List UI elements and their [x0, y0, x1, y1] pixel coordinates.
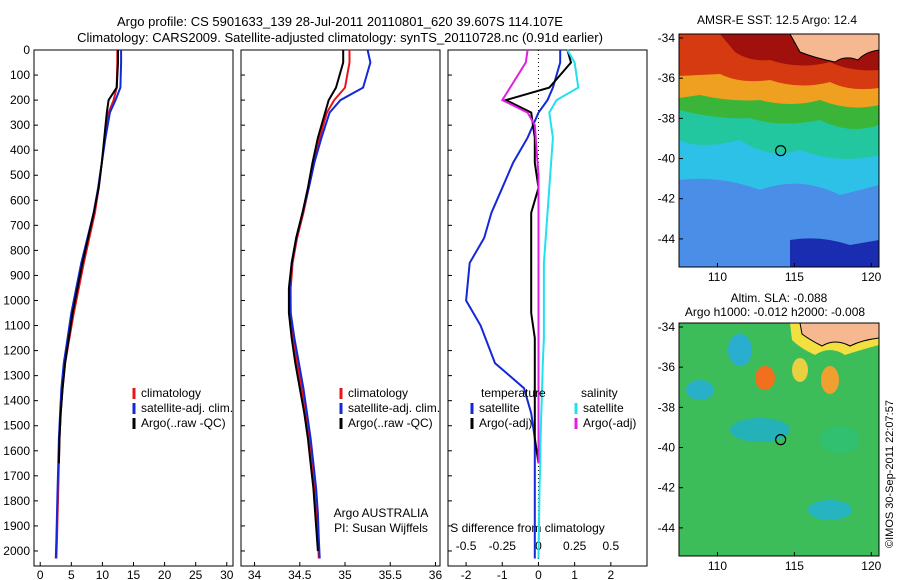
x-tick-label: 35: [338, 568, 352, 580]
top-axis-label: S difference from climatology: [450, 521, 605, 535]
temperature-panel: 0100200300400500600700800900100011001200…: [3, 43, 233, 580]
legend-label: salinity: [581, 386, 618, 400]
x-tick-label: 1: [571, 568, 578, 580]
map-title: AMSR-E SST: 12.5 Argo: 12.4: [697, 13, 857, 27]
y-tick-label: -44: [658, 232, 676, 246]
plot-frame: [447, 49, 648, 567]
top-tick-label: -0.25: [489, 539, 517, 553]
map-subtitle: Argo h1000: -0.012 h2000: -0.008: [685, 305, 865, 319]
y-tick-label: 2000: [3, 544, 30, 558]
y-tick-label: 1300: [3, 369, 30, 383]
y-tick-label: 1100: [4, 319, 30, 333]
series-line-1: [54, 50, 123, 559]
top-tick-label: 0.25: [563, 539, 587, 553]
legend-label: Argo(-adj): [479, 416, 532, 430]
x-tick-label: -1: [497, 568, 508, 580]
x-tick-label: 10: [96, 568, 110, 580]
y-tick-label: 1800: [3, 494, 30, 508]
x-tick-label: 30: [220, 568, 234, 580]
x-tick-label: 120: [861, 559, 881, 573]
y-tick-label: -40: [658, 152, 676, 166]
x-tick-label: 20: [158, 568, 172, 580]
salinity-panel: 3434.53535.536salinityclimatologysatelli…: [240, 49, 443, 580]
series-line-2: [287, 50, 345, 552]
y-tick-label: -36: [658, 71, 676, 85]
x-tick-label: 25: [189, 568, 203, 580]
x-tick-label: 110: [708, 559, 727, 573]
y-tick-label: 200: [10, 93, 30, 107]
y-tick-label: 400: [10, 143, 30, 157]
top-tick-label: -0.5: [456, 539, 477, 553]
argo-location-marker: [775, 434, 787, 446]
legend-label: temperature: [481, 386, 546, 400]
sst-map: -34 -36 -38 -40 -42 -44 110 115 120 AMSR-E SST: 1…: [658, 13, 882, 284]
series-line-2: [537, 49, 580, 559]
difference-panel: -2-1012T difference from climatologyS di…: [447, 49, 648, 580]
series-line-0: [465, 50, 562, 559]
y-tick-label: 1600: [3, 444, 30, 458]
legend-label: Argo(-adj): [583, 416, 636, 430]
top-tick-label: 0.5: [602, 539, 619, 553]
y-tick-label: -36: [658, 360, 676, 374]
legend-label: satellite-adj. clim.: [141, 401, 233, 415]
map-title: Altim. SLA: -0.088: [731, 291, 828, 305]
x-tick-label: -2: [461, 568, 472, 580]
legend-label: satellite-adj. clim.: [348, 401, 440, 415]
y-tick-label: -34: [658, 320, 676, 334]
x-tick-label: 110: [708, 270, 727, 284]
x-tick-label: 2: [607, 568, 614, 580]
y-tick-label: 100: [10, 68, 30, 82]
y-tick-label: 1400: [3, 394, 30, 408]
series-line-3: [500, 49, 540, 464]
annotation-text: Argo AUSTRALIA: [334, 506, 429, 520]
x-tick-label: 0: [37, 568, 44, 580]
legend-label: Argo(..raw -QC): [141, 416, 226, 430]
argo-location-marker: [775, 145, 787, 157]
y-tick-label: -38: [658, 111, 676, 125]
x-tick-label: 115: [785, 270, 804, 284]
x-tick-label: 35.5: [379, 568, 403, 580]
y-tick-label: -42: [658, 481, 676, 495]
x-tick-label: 36: [429, 568, 443, 580]
x-tick-label: 115: [785, 559, 804, 573]
figure-title-line1: Argo profile: CS 5901633_139 28-Jul-2011…: [117, 14, 563, 29]
y-tick-label: 1900: [3, 519, 30, 533]
y-tick-label: 1000: [3, 293, 30, 307]
y-tick-label: -34: [658, 31, 676, 45]
y-tick-label: 700: [10, 218, 30, 232]
y-tick-label: 500: [10, 168, 30, 182]
y-tick-label: 1500: [3, 419, 30, 433]
legend-label: satellite: [479, 401, 520, 415]
y-tick-label: 1700: [3, 469, 30, 483]
figure-title-line2: Climatology: CARS2009. Satellite-adjuste…: [77, 30, 603, 45]
series-line-2: [57, 50, 119, 464]
series-line-1: [503, 49, 573, 464]
x-tick-label: 0: [535, 568, 542, 580]
annotation-text: PI: Susan Wijffels: [334, 521, 428, 535]
legend-label: satellite: [583, 401, 624, 415]
y-tick-label: -44: [658, 521, 676, 535]
x-tick-label: 34: [248, 568, 262, 580]
plot-frame: [33, 49, 234, 567]
y-tick-label: -40: [658, 441, 676, 455]
x-tick-label: 34.5: [288, 568, 312, 580]
y-tick-label: 800: [10, 243, 30, 257]
y-tick-label: 600: [10, 193, 30, 207]
y-tick-label: -42: [658, 192, 676, 206]
y-tick-label: 900: [10, 268, 30, 282]
y-tick-label: 1200: [3, 344, 30, 358]
x-tick-label: 5: [68, 568, 75, 580]
legend-label: climatology: [141, 386, 201, 400]
y-tick-label: -38: [658, 400, 676, 414]
sla-map: -34 -36 -38 -40 -42 -44 110 115 120 Altim. SLA: -…: [658, 291, 882, 573]
plot-frame: [240, 49, 441, 567]
legend-label: Argo(..raw -QC): [348, 416, 433, 430]
x-tick-label: 15: [127, 568, 141, 580]
x-tick-label: 120: [861, 270, 881, 284]
y-tick-label: 300: [10, 118, 30, 132]
legend-label: climatology: [348, 386, 408, 400]
y-tick-label: 0: [23, 43, 30, 57]
